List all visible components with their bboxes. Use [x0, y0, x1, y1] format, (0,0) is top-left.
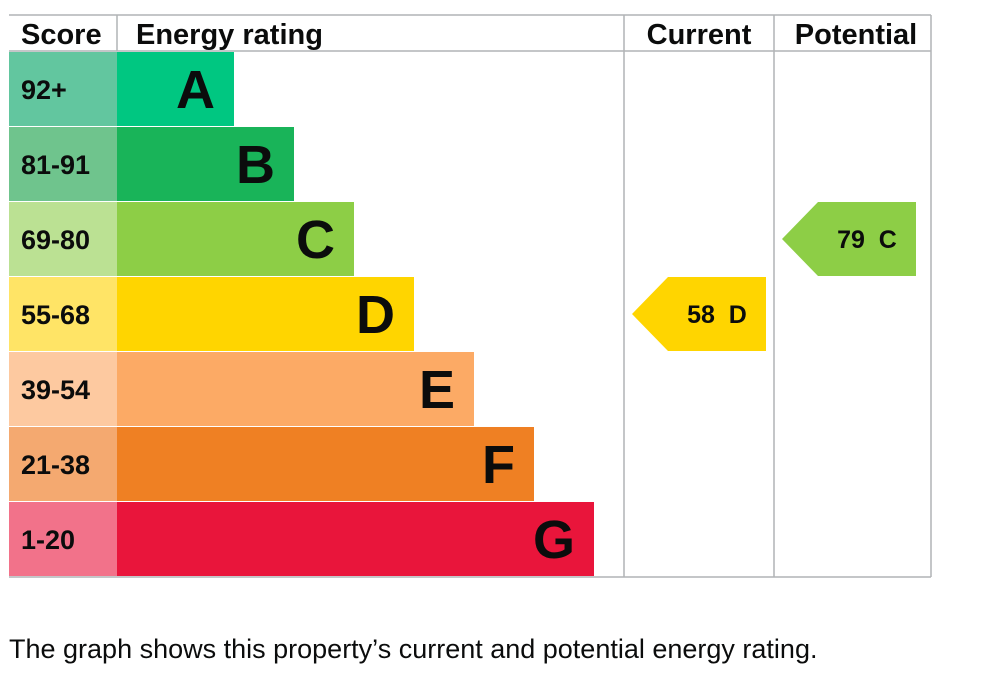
score-range-a: 92+: [21, 75, 67, 105]
headers: Score Energy rating Current Potential: [21, 19, 917, 51]
score-cell-e: [9, 352, 117, 426]
rating-bar-c: [117, 202, 354, 276]
score-cell-c: [9, 202, 117, 276]
rating-bar-e: [117, 352, 474, 426]
score-cell-b: [9, 127, 117, 201]
potential-rating-label: 79 C: [837, 226, 897, 254]
rating-letter-b: B: [236, 135, 275, 195]
rating-letter-e: E: [419, 360, 455, 420]
score-header: Score: [21, 19, 102, 51]
score-cell-a: [9, 52, 117, 126]
rating-bar-b: [117, 127, 294, 201]
chart-caption: The graph shows this property’s current …: [9, 634, 818, 664]
rating-bar-a: [117, 52, 234, 126]
energy-rating-header: Energy rating: [136, 19, 323, 51]
current-header: Current: [647, 19, 752, 51]
rating-bar-g: [117, 502, 594, 576]
rating-letter-c: C: [296, 210, 335, 270]
score-cell-d: [9, 277, 117, 351]
rating-bands: 92+ A 81-91 B 69-80 C 55-68 D 39-54 E 21-38 F 1-20 G: [9, 52, 594, 576]
potential-arrow: [782, 202, 916, 276]
rating-letter-g: G: [533, 510, 575, 570]
score-range-f: 21-38: [21, 450, 90, 480]
score-range-c: 69-80: [21, 225, 90, 255]
potential-header: Potential: [795, 19, 917, 51]
score-cell-f: [9, 427, 117, 501]
score-range-b: 81-91: [21, 150, 90, 180]
energy-rating-chart: Score Energy rating Current Potential 92…: [9, 14, 932, 578]
rating-letter-d: D: [356, 285, 395, 345]
current-arrow: [632, 277, 766, 351]
rating-indicators: 58 D 79 C: [632, 202, 916, 351]
score-range-g: 1-20: [21, 525, 75, 555]
score-cell-g: [9, 502, 117, 576]
score-range-d: 55-68: [21, 300, 90, 330]
rating-letter-a: A: [176, 60, 215, 120]
rating-letter-f: F: [482, 435, 515, 495]
score-range-e: 39-54: [21, 375, 90, 405]
rating-bar-d: [117, 277, 414, 351]
grid-lines: [9, 14, 932, 578]
current-rating-label: 58 D: [687, 301, 747, 329]
rating-bar-f: [117, 427, 534, 501]
